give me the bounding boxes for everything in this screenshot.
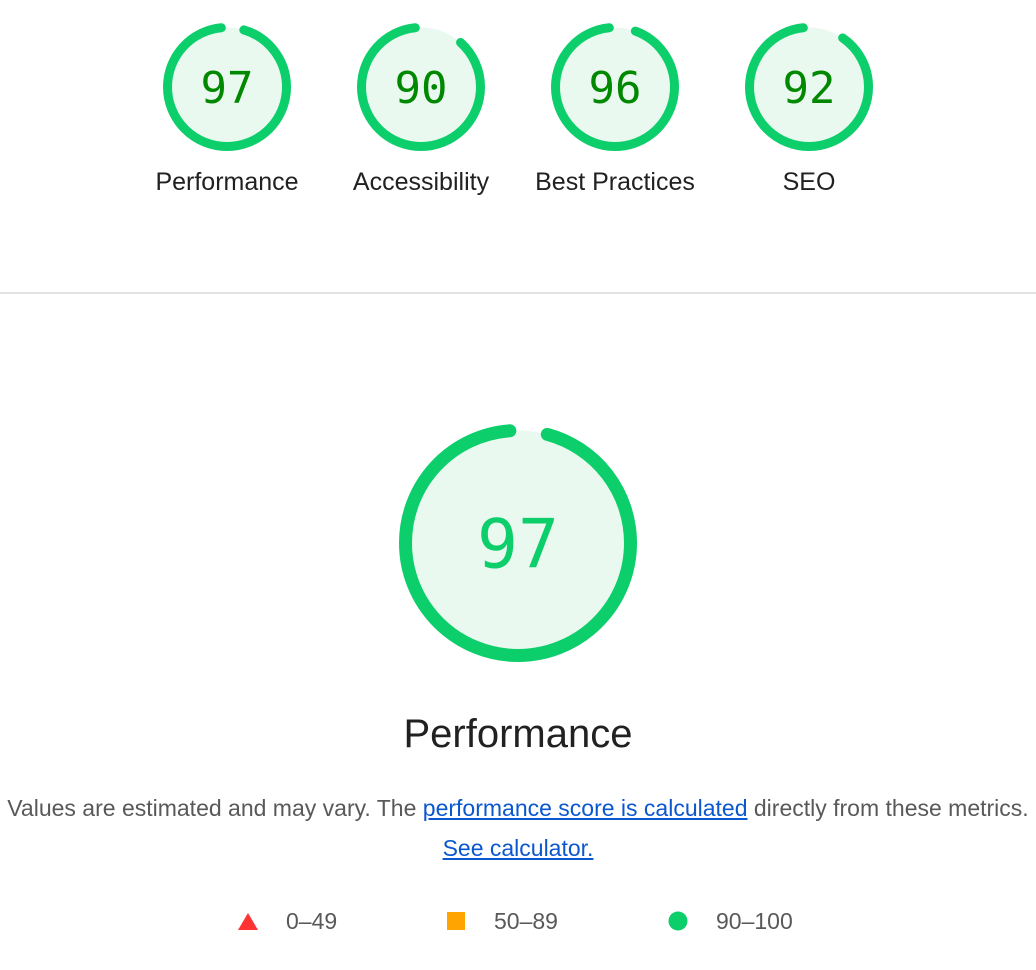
legend-pass: 90–100 [668, 905, 793, 937]
gauge-ring: 92 [745, 23, 873, 151]
legend-average: 50–89 [446, 905, 558, 937]
gauge-ring: 97 [399, 424, 637, 662]
legend-fail: 0–49 [238, 905, 337, 937]
see-calculator-link[interactable]: See calculator. [442, 835, 594, 861]
gauge-arc [163, 23, 291, 151]
gauge-base [361, 27, 481, 147]
gauge-label: SEO [782, 168, 836, 196]
gauge-score: 97 [201, 63, 254, 114]
category-gauge-accessibility[interactable]: 90 Accessibility [324, 22, 518, 202]
performance-score-link[interactable]: performance score is calculated [422, 795, 748, 821]
score-legend: 0–49 50–89 90–100 [0, 905, 1036, 937]
score-description: Values are estimated and may vary. The p… [7, 795, 1029, 861]
gauge-base [555, 27, 675, 147]
gauge-arc [399, 424, 637, 662]
circle-icon [668, 911, 688, 931]
gauge-label: Accessibility [352, 168, 490, 196]
gauge-ring: 97 [163, 23, 291, 151]
category-gauge-best-practices[interactable]: 96 Best Practices [518, 22, 712, 202]
gauge-base [167, 27, 287, 147]
gauge-score: 96 [589, 63, 642, 114]
triangle-icon [238, 913, 258, 930]
gauge-label: Performance [155, 168, 299, 196]
gauge-arc [551, 23, 679, 151]
gauge-score: 97 [477, 505, 559, 584]
gauge-score: 90 [395, 63, 448, 114]
gauge-arc [745, 23, 873, 151]
gauge-label: Best Practices [535, 168, 695, 196]
gauge-arc [357, 23, 485, 151]
section-title: Performance [403, 712, 633, 756]
performance-gauge-large: 97 [398, 423, 638, 668]
gauge-ring: 96 [551, 23, 679, 151]
category-gauge-performance[interactable]: 97 Performance [130, 22, 324, 202]
gauge-base [405, 430, 631, 656]
square-icon [447, 912, 465, 930]
category-gauge-seo[interactable]: 92 SEO [712, 22, 906, 202]
gauge-score: 92 [783, 63, 836, 114]
divider [0, 292, 1036, 294]
gauge-base [749, 27, 869, 147]
gauge-ring: 90 [357, 23, 485, 151]
